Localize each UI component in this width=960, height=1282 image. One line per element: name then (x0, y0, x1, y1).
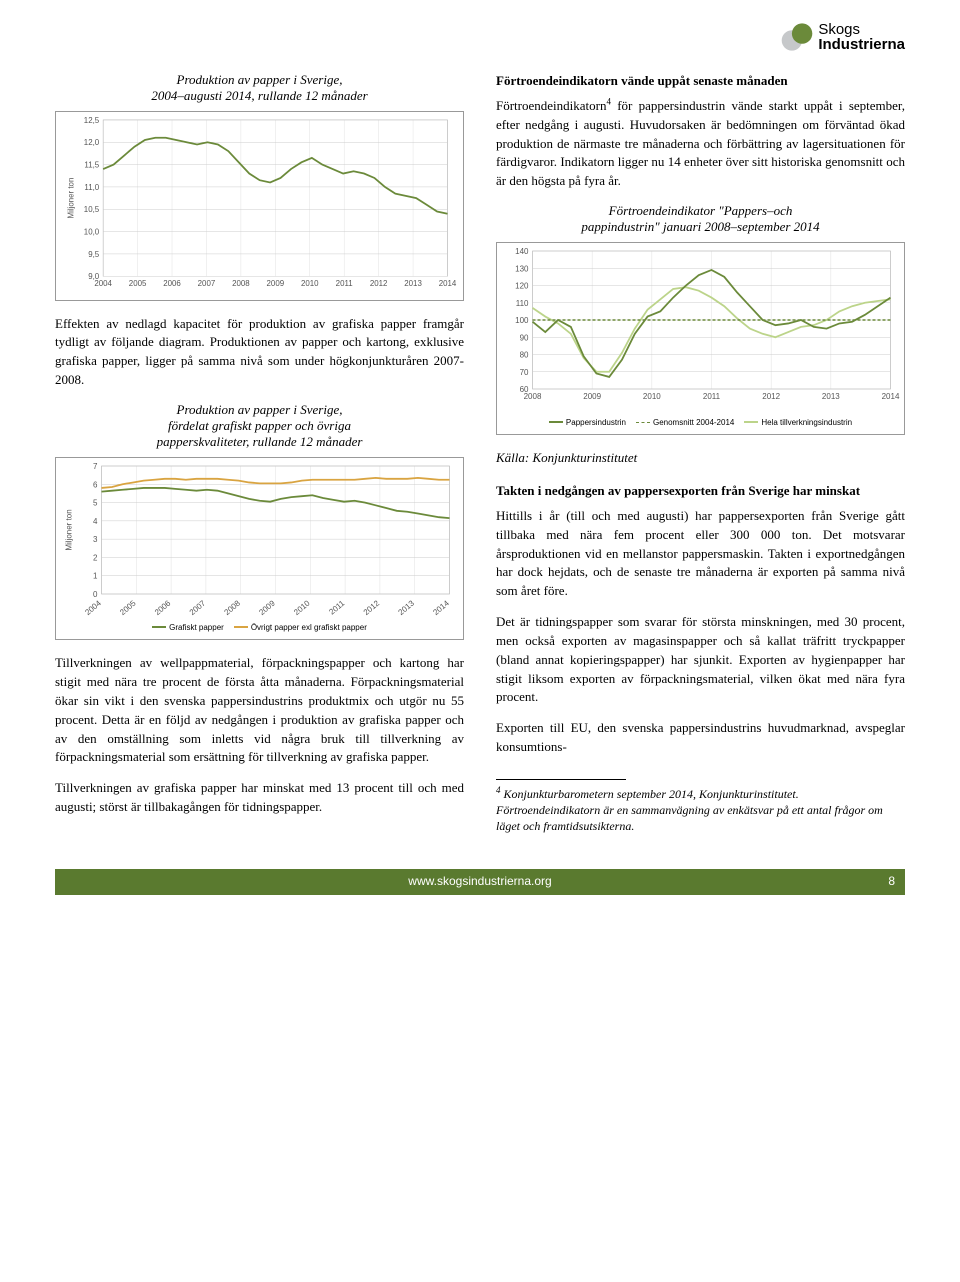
svg-text:80: 80 (520, 350, 529, 359)
svg-text:Miljoner ton: Miljoner ton (65, 509, 74, 550)
page-header: Skogs Industrierna (55, 20, 905, 54)
svg-text:0: 0 (93, 590, 98, 599)
svg-text:7: 7 (93, 462, 98, 471)
chart2: 7 6 5 4 3 2 1 02004 2005 2006 2007 2008 2009 2010 2011… (55, 457, 464, 641)
chart3-title: Förtroendeindikator "Pappers–och pappind… (496, 203, 905, 236)
footnote: 4 Konjunkturbarometern september 2014, K… (496, 786, 905, 835)
svg-text:5: 5 (93, 498, 98, 507)
logo-text-bottom: Industrierna (818, 36, 905, 53)
svg-text:12,0: 12,0 (84, 138, 100, 147)
heading-1: Förtroendeindikatorn vände uppåt senaste… (496, 72, 905, 91)
paragraph-2: Tillverkningen av wellpappmaterial, förp… (55, 654, 464, 767)
svg-text:2013: 2013 (822, 392, 840, 401)
svg-text:2014: 2014 (431, 598, 451, 617)
svg-text:12,5: 12,5 (84, 115, 100, 124)
svg-text:2010: 2010 (643, 392, 661, 401)
two-column-layout: Produktion av papper i Sverige, 2004–aug… (55, 72, 905, 835)
chart2-title: Produktion av papper i Sverige, fördelat… (55, 402, 464, 451)
paragraph-5: Hittills i år (till och med augusti) har… (496, 507, 905, 601)
svg-text:9,5: 9,5 (88, 249, 100, 258)
svg-text:2008: 2008 (223, 598, 243, 617)
chart1-title: Produktion av papper i Sverige, 2004–aug… (55, 72, 464, 105)
chart3-legend-b: Genomsnitt 2004-2014 (653, 417, 734, 429)
svg-text:2004: 2004 (94, 279, 112, 288)
svg-text:6: 6 (93, 480, 98, 489)
svg-text:2010: 2010 (301, 279, 319, 288)
svg-text:11,5: 11,5 (84, 160, 99, 169)
page-number: 8 (888, 873, 895, 890)
logo-text: Skogs Industrierna (818, 22, 905, 52)
svg-text:90: 90 (520, 333, 529, 342)
svg-text:2011: 2011 (327, 598, 346, 616)
svg-text:2008: 2008 (524, 392, 542, 401)
svg-text:70: 70 (520, 367, 529, 376)
right-column: Förtroendeindikatorn vände uppåt senaste… (496, 72, 905, 835)
svg-text:2005: 2005 (129, 279, 147, 288)
page-footer: www.skogsindustrierna.org 8 (55, 869, 905, 895)
svg-text:2006: 2006 (153, 598, 173, 617)
svg-text:2011: 2011 (703, 392, 721, 401)
svg-text:2013: 2013 (397, 598, 417, 617)
svg-text:10,0: 10,0 (84, 227, 100, 236)
svg-text:2004: 2004 (83, 598, 103, 617)
svg-text:2009: 2009 (267, 279, 285, 288)
svg-text:2012: 2012 (370, 279, 388, 288)
svg-text:Miljoner ton: Miljoner ton (66, 177, 75, 218)
brand-logo: Skogs Industrierna (780, 20, 905, 54)
footnote-separator (496, 779, 626, 780)
svg-text:2005: 2005 (118, 598, 138, 617)
chart1: 12,512,011,511,010,510,09,59,02004200520… (55, 111, 464, 301)
svg-text:120: 120 (515, 281, 529, 290)
chart3-source: Källa: Konjunkturinstitutet (496, 449, 905, 468)
chart3-legend-c: Hela tillverkningsindustrin (761, 417, 852, 429)
svg-text:2008: 2008 (232, 279, 250, 288)
paragraph-1: Effekten av nedlagd kapacitet för produk… (55, 315, 464, 390)
paragraph-3: Tillverkningen av grafiska papper har mi… (55, 779, 464, 817)
footnote-text: Konjunkturbarometern september 2014, Kon… (496, 787, 883, 833)
svg-text:1: 1 (93, 571, 98, 580)
svg-text:110: 110 (516, 298, 529, 307)
svg-text:11,0: 11,0 (84, 182, 99, 191)
svg-text:3: 3 (93, 535, 98, 544)
svg-text:2011: 2011 (336, 279, 354, 288)
svg-text:2010: 2010 (292, 598, 312, 617)
para4-lead: Förtroendeindikatorn (496, 98, 606, 113)
footnote-number: 4 (496, 785, 501, 795)
logo-icon (780, 20, 814, 54)
svg-text:100: 100 (515, 316, 529, 325)
chart2-legend-a: Grafiskt papper (169, 622, 224, 634)
footer-url: www.skogsindustrierna.org (408, 873, 551, 890)
svg-text:2007: 2007 (188, 598, 208, 617)
left-column: Produktion av papper i Sverige, 2004–aug… (55, 72, 464, 835)
svg-text:4: 4 (93, 516, 98, 525)
svg-text:2: 2 (93, 553, 98, 562)
svg-text:2007: 2007 (198, 279, 216, 288)
svg-text:2009: 2009 (257, 598, 277, 617)
svg-text:10,5: 10,5 (84, 205, 100, 214)
paragraph-7: Exporten till EU, den svenska pappersind… (496, 719, 905, 757)
chart2-legend: Grafiskt papper Övrigt papper exl grafis… (56, 618, 463, 640)
svg-text:140: 140 (515, 247, 529, 256)
chart2-legend-b: Övrigt papper exl grafiskt papper (251, 622, 367, 634)
svg-text:130: 130 (515, 264, 529, 273)
svg-text:2014: 2014 (882, 392, 900, 401)
svg-text:2013: 2013 (404, 279, 422, 288)
chart3-legend-a: Pappersindustrin (566, 417, 626, 429)
heading-2: Takten i nedgången av pappersexporten fr… (496, 482, 905, 501)
chart3: 1401301201101009080706020082009201020112… (496, 242, 905, 436)
svg-text:2012: 2012 (762, 392, 780, 401)
chart3-legend: Pappersindustrin Genomsnitt 2004-2014 He… (497, 413, 904, 435)
svg-text:2006: 2006 (163, 279, 181, 288)
svg-text:2009: 2009 (583, 392, 601, 401)
svg-text:2012: 2012 (362, 598, 382, 617)
paragraph-4: Förtroendeindikatorn4 för pappersindustr… (496, 97, 905, 191)
paragraph-6: Det är tidningspapper som svarar för stö… (496, 613, 905, 707)
svg-text:2014: 2014 (439, 279, 457, 288)
